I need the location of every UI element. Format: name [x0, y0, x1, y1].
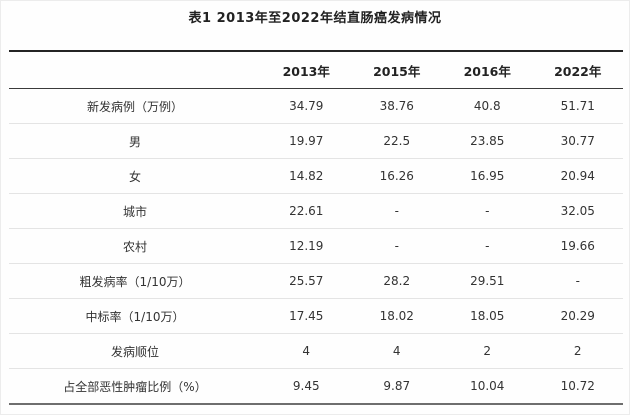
header-cell-empty	[9, 51, 261, 89]
table-row: 中标率（1/10万） 17.45 18.02 18.05 20.29	[9, 298, 623, 334]
value-cell: 16.26	[351, 158, 442, 194]
value-cell: 4	[351, 333, 442, 369]
incidence-table: 2013年 2015年 2016年 2022年 新发病例（万例） 34.79 38.…	[9, 50, 623, 405]
header-cell-2013: 2013年	[261, 51, 352, 89]
header-cell-2016: 2016年	[442, 51, 533, 89]
value-cell: 18.02	[351, 298, 442, 334]
value-cell: 22.5	[351, 123, 442, 159]
value-cell: 20.94	[532, 158, 623, 194]
value-cell: 30.77	[532, 123, 623, 159]
value-cell: 14.82	[261, 158, 352, 194]
row-label: 发病顺位	[9, 333, 261, 369]
value-cell: 38.76	[379, 99, 414, 113]
table-row: 男 19.97 22.5 23.85 30.77	[9, 123, 623, 159]
value-cell: 40.8	[473, 99, 501, 113]
value-cell: 9.45	[261, 368, 352, 404]
row-label: 中标率（1/10万）	[9, 298, 261, 334]
value-cell: 20.29	[532, 298, 623, 334]
value-cell: 19.66	[532, 228, 623, 264]
value-cell: 16.95	[442, 158, 533, 194]
table-header: 2013年 2015年 2016年 2022年	[9, 51, 623, 89]
value-cell: 22.61	[261, 193, 352, 229]
value-cell: 19.97	[261, 123, 352, 159]
table-row: 农村 12.19- -19.66	[9, 228, 623, 264]
value-cell: 28.2	[351, 263, 442, 299]
row-label: 占全部恶性肿瘤比例（%）	[9, 368, 261, 404]
header-cell-2015: 2015年	[351, 51, 442, 89]
table-body: 新发病例（万例） 34.79 38.76 40.8 51.71 男 19.97 22.5 23.…	[9, 89, 623, 404]
value-cell: 10.72	[532, 368, 623, 404]
value-cell: -	[351, 228, 442, 264]
value-cell: -	[532, 263, 623, 299]
header-row: 2013年 2015年 2016年 2022年	[9, 51, 623, 89]
value-cell: 51.71	[560, 99, 595, 113]
value-cell: 2	[442, 333, 533, 369]
table-row: 占全部恶性肿瘤比例（%） 9.45 9.87 10.04 10.72	[9, 368, 623, 404]
row-label: 城市	[9, 193, 261, 229]
table-row: 城市 22.61- -32.05	[9, 193, 623, 229]
value-cell: 10.04	[442, 368, 533, 404]
value-cell: 23.85	[442, 123, 533, 159]
value-cell: 32.05	[532, 193, 623, 229]
value-cell: 2	[532, 333, 623, 369]
table-row: 新发病例（万例） 34.79 38.76 40.8 51.71	[9, 89, 623, 124]
value-cell: 12.19	[261, 228, 352, 264]
value-cell: 17.45	[261, 298, 352, 334]
value-cell: 9.87	[351, 368, 442, 404]
value-cell: 29.51	[442, 263, 533, 299]
row-label: 粗发病率（1/10万）	[9, 263, 261, 299]
header-cell-2022: 2022年	[532, 51, 623, 89]
value-cell: 4	[261, 333, 352, 369]
value-cell: -	[442, 228, 533, 264]
value-cell: -	[442, 193, 533, 229]
row-label: 女	[9, 158, 261, 194]
value-cell: 18.05	[442, 298, 533, 334]
row-label: 农村	[9, 228, 261, 264]
row-label: 男	[9, 123, 261, 159]
table-row: 粗发病率（1/10万） 25.57 28.2 29.51-	[9, 263, 623, 299]
table-row: 发病顺位 4 4 2 2	[9, 333, 623, 369]
table-row: 女 14.82 16.26 16.95 20.94	[9, 158, 623, 194]
value-cell: -	[351, 193, 442, 229]
row-label: 新发病例（万例）	[86, 99, 183, 114]
table-title: 表1 2013年至2022年结直肠癌发病情况	[188, 11, 442, 26]
value-cell: 25.57	[261, 263, 352, 299]
value-cell: 34.79	[289, 99, 324, 113]
